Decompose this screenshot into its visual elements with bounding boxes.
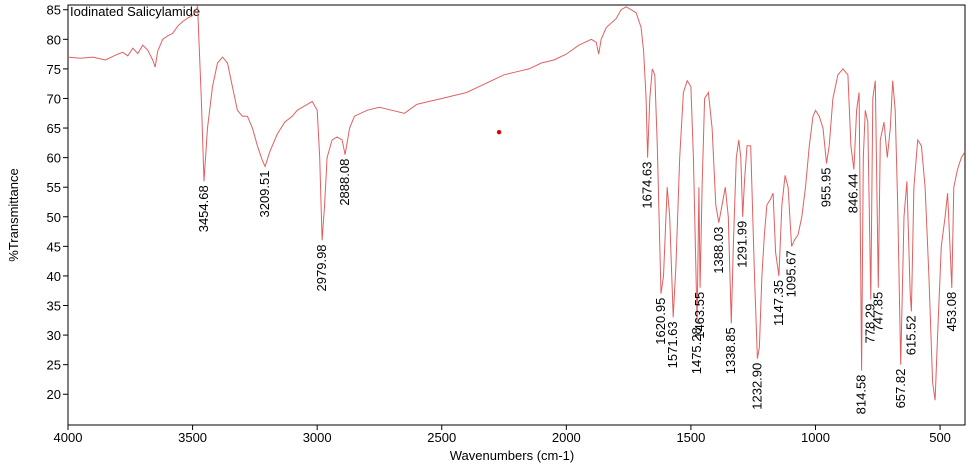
peak-label: 1291.99: [735, 221, 750, 268]
x-tick-label: 2500: [427, 430, 456, 445]
peak-label: 1571.63: [665, 321, 680, 368]
peak-label: 3209.51: [257, 170, 272, 217]
chart-title: Iodinated Salicylamide: [70, 4, 200, 19]
x-tick-label: 4000: [54, 430, 83, 445]
y-tick-label: 30: [47, 328, 61, 343]
x-tick-label: 3500: [178, 430, 207, 445]
x-tick-label: 3000: [303, 430, 332, 445]
peak-label: 1232.90: [749, 363, 764, 410]
y-tick-label: 35: [47, 299, 61, 314]
y-tick-label: 45: [47, 239, 61, 254]
peak-label: 657.82: [893, 369, 908, 409]
peak-label: 1475.28: [689, 327, 704, 374]
peak-label: 1463.55: [692, 292, 707, 339]
x-tick-label: 1000: [801, 430, 830, 445]
peak-label: 1338.85: [723, 327, 738, 374]
peak-label: 1620.95: [653, 298, 668, 345]
peak-label: 1095.67: [784, 250, 799, 297]
peak-label: 846.44: [846, 173, 861, 213]
peak-label: 1388.03: [711, 227, 726, 274]
peak-label: 814.58: [854, 375, 869, 415]
y-tick-label: 70: [47, 91, 61, 106]
y-tick-label: 55: [47, 180, 61, 195]
y-tick-label: 40: [47, 269, 61, 284]
y-tick-label: 85: [47, 3, 61, 18]
peak-label: 747.85: [870, 292, 885, 332]
peak-label: 453.08: [944, 292, 959, 332]
x-axis-label: Wavenumbers (cm-1): [450, 448, 574, 463]
peak-label: 955.95: [818, 168, 833, 208]
y-tick-label: 80: [47, 32, 61, 47]
peak-label: 3454.68: [196, 185, 211, 232]
spectrum-line: [67, 5, 966, 401]
y-tick-label: 75: [47, 62, 61, 77]
peak-label: 778.29: [863, 304, 878, 344]
y-tick-label: 65: [47, 121, 61, 136]
peak-label: 1147.35: [771, 280, 786, 326]
y-tick-label: 60: [47, 151, 61, 166]
x-tick-label: 1500: [676, 430, 705, 445]
peak-label: 1674.63: [639, 162, 654, 209]
x-tick-label: 500: [929, 430, 951, 445]
y-tick-label: 25: [47, 358, 61, 373]
y-tick-label: 50: [47, 210, 61, 225]
peak-label: 615.52: [903, 315, 918, 355]
peak-label: 2979.98: [314, 244, 329, 291]
cursor-marker: [496, 129, 502, 135]
y-axis-label: %Transmittance: [6, 168, 21, 261]
y-tick-label: 20: [47, 387, 61, 402]
peak-label: 2888.08: [337, 159, 352, 206]
plot-frame: [67, 4, 966, 426]
x-tick-label: 2000: [552, 430, 581, 445]
